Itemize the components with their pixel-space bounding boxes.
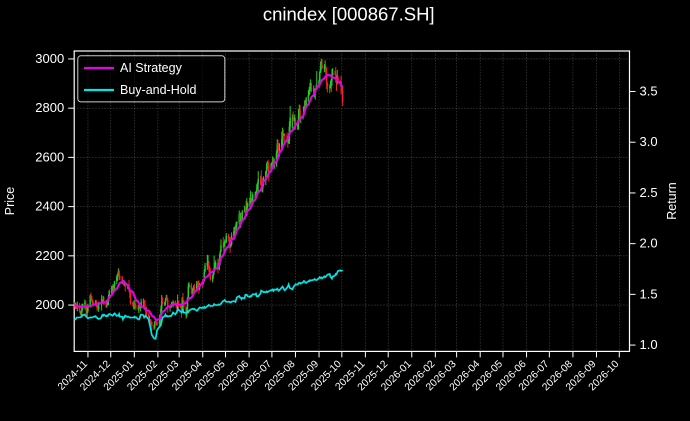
svg-text:2.0: 2.0 [640,236,658,251]
svg-text:1.5: 1.5 [640,286,658,301]
svg-text:1.0: 1.0 [640,337,658,352]
svg-text:2400: 2400 [35,199,64,214]
svg-text:3.5: 3.5 [640,84,658,99]
svg-text:2.5: 2.5 [640,185,658,200]
svg-text:2600: 2600 [35,149,64,164]
svg-text:3000: 3000 [35,51,64,66]
svg-text:2800: 2800 [35,100,64,115]
svg-text:AI Strategy: AI Strategy [120,61,183,75]
svg-text:Buy-and-Hold: Buy-and-Hold [120,83,196,97]
svg-text:Return: Return [665,182,679,220]
svg-text:3.0: 3.0 [640,134,658,149]
svg-text:2000: 2000 [35,297,64,312]
svg-text:cnindex [000867.SH]: cnindex [000867.SH] [263,4,435,25]
svg-text:2200: 2200 [35,248,64,263]
svg-text:Price: Price [3,187,17,216]
